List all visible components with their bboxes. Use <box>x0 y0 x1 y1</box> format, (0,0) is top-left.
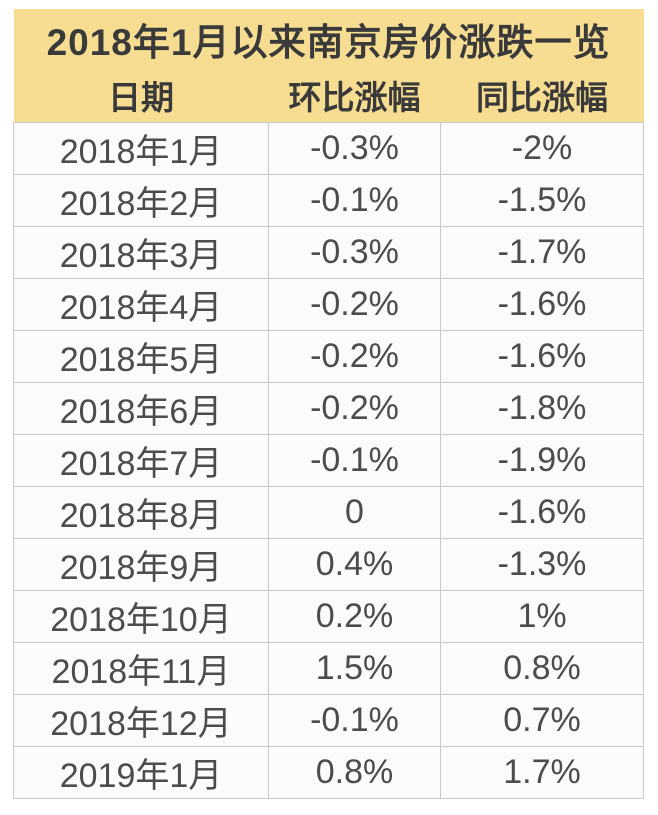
yoy-change-cell: -2% <box>439 122 645 175</box>
mom-change-cell: 0.2% <box>268 590 441 643</box>
date-cell: 2018年1月 <box>13 122 269 175</box>
yoy-change-cell: -1.7% <box>439 226 645 279</box>
mom-change-cell: -0.2% <box>268 382 441 435</box>
table-row: 2018年1月 -0.3% -2% <box>13 122 645 175</box>
nanjing-price-table: 2018年1月以来南京房价涨跌一览 日期 环比涨幅 同比涨幅 2018年1月 -0… <box>13 9 645 799</box>
date-cell: 2018年3月 <box>13 226 269 279</box>
mom-change-cell: 0.4% <box>268 538 441 591</box>
yoy-change-cell: 0.8% <box>439 642 645 695</box>
date-cell: 2018年11月 <box>13 642 269 695</box>
table-row: 2018年6月 -0.2% -1.8% <box>13 382 645 435</box>
date-cell: 2018年4月 <box>13 278 269 331</box>
table-title: 2018年1月以来南京房价涨跌一览 <box>13 9 644 68</box>
yoy-change-cell: 1.7% <box>439 746 645 799</box>
date-cell: 2018年12月 <box>13 694 269 747</box>
table-header: 2018年1月以来南京房价涨跌一览 日期 环比涨幅 同比涨幅 <box>13 9 644 123</box>
yoy-change-cell: -1.3% <box>439 538 645 591</box>
mom-change-cell: 1.5% <box>268 642 441 695</box>
mom-change-cell: -0.2% <box>268 278 441 331</box>
column-header-mom-change: 环比涨幅 <box>268 68 441 123</box>
mom-change-cell: 0 <box>268 486 441 539</box>
yoy-change-cell: -1.6% <box>439 330 645 383</box>
yoy-change-cell: 0.7% <box>439 694 645 747</box>
date-cell: 2018年10月 <box>13 590 269 643</box>
yoy-change-cell: -1.6% <box>439 486 645 539</box>
mom-change-cell: 0.8% <box>268 746 441 799</box>
yoy-change-cell: -1.8% <box>439 382 645 435</box>
date-cell: 2018年5月 <box>13 330 269 383</box>
date-cell: 2019年1月 <box>13 746 269 799</box>
table-row: 2018年4月 -0.2% -1.6% <box>13 278 645 331</box>
mom-change-cell: -0.1% <box>268 434 441 487</box>
table-row: 2018年5月 -0.2% -1.6% <box>13 330 645 383</box>
yoy-change-cell: -1.5% <box>439 174 645 227</box>
table-row: 2019年1月 0.8% 1.7% <box>13 746 645 799</box>
column-header-yoy-change: 同比涨幅 <box>440 68 644 123</box>
table-row: 2018年9月 0.4% -1.3% <box>13 538 645 591</box>
date-cell: 2018年8月 <box>13 486 269 539</box>
table-row: 2018年10月 0.2% 1% <box>13 590 645 643</box>
table-row: 2018年7月 -0.1% -1.9% <box>13 434 645 487</box>
mom-change-cell: -0.2% <box>268 330 441 383</box>
table-row: 2018年2月 -0.1% -1.5% <box>13 174 645 227</box>
table-row: 2018年8月 0 -1.6% <box>13 486 645 539</box>
date-cell: 2018年9月 <box>13 538 269 591</box>
yoy-change-cell: -1.6% <box>439 278 645 331</box>
table-row: 2018年11月 1.5% 0.8% <box>13 642 645 695</box>
mom-change-cell: -0.3% <box>268 226 441 279</box>
table-row: 2018年12月 -0.1% 0.7% <box>13 694 645 747</box>
date-cell: 2018年7月 <box>13 434 269 487</box>
column-header-row: 日期 环比涨幅 同比涨幅 <box>13 68 644 123</box>
date-cell: 2018年6月 <box>13 382 269 435</box>
date-cell: 2018年2月 <box>13 174 269 227</box>
table-body: 2018年1月 -0.3% -2% 2018年2月 -0.1% -1.5% 2018年3月 -… <box>13 122 645 799</box>
mom-change-cell: -0.3% <box>268 122 441 175</box>
yoy-change-cell: -1.9% <box>439 434 645 487</box>
yoy-change-cell: 1% <box>439 590 645 643</box>
column-header-date: 日期 <box>13 68 269 123</box>
table-row: 2018年3月 -0.3% -1.7% <box>13 226 645 279</box>
mom-change-cell: -0.1% <box>268 694 441 747</box>
title-row: 2018年1月以来南京房价涨跌一览 <box>13 9 644 68</box>
mom-change-cell: -0.1% <box>268 174 441 227</box>
